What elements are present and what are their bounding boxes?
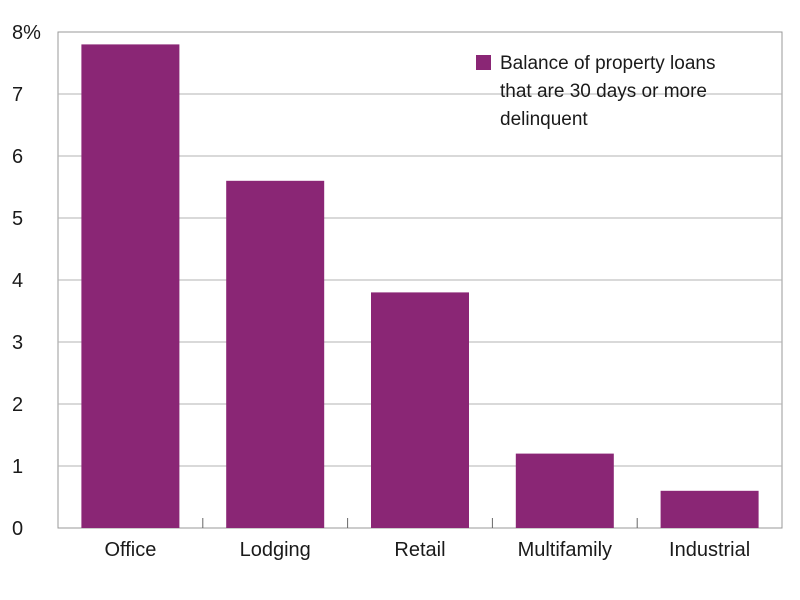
- y-tick-label: 4: [12, 270, 23, 292]
- x-axis-ticks: [202, 518, 638, 528]
- y-tick-label: 1: [12, 456, 23, 478]
- bar-lodging: [226, 180, 325, 529]
- x-category-label: Multifamily: [518, 539, 612, 561]
- x-category-label: Industrial: [669, 539, 750, 561]
- legend-swatch: [476, 55, 491, 70]
- x-category-label: Retail: [394, 539, 445, 561]
- x-category-label: Office: [104, 539, 156, 561]
- y-tick-label: 7: [12, 84, 23, 106]
- bar-retail: [371, 292, 469, 528]
- legend-line-2: that are 30 days or more: [500, 81, 707, 102]
- bar-multifamily: [515, 453, 614, 528]
- bar-office: [81, 44, 180, 529]
- y-tick-label: 6: [12, 146, 23, 168]
- x-axis-category-labels: Office Lodging Retail Multifamily Industrial: [104, 539, 750, 561]
- legend-line-3: delinquent: [500, 109, 588, 130]
- bars: [81, 44, 759, 529]
- bar-industrial: [660, 490, 759, 528]
- x-category-label: Lodging: [240, 539, 311, 561]
- y-tick-label: 5: [12, 208, 23, 230]
- y-axis-tick-labels: 0 1 2 3 4 5 6 7 8%: [12, 22, 41, 540]
- y-tick-label: 0: [12, 518, 23, 540]
- legend-label: Balance of property loans that are 30 da…: [500, 53, 721, 130]
- y-tick-label: 3: [12, 332, 23, 354]
- legend-line-1: Balance of property loans: [500, 53, 715, 74]
- y-tick-label: 2: [12, 394, 23, 416]
- y-tick-label: 8%: [12, 22, 41, 44]
- legend: Balance of property loans that are 30 da…: [476, 53, 721, 130]
